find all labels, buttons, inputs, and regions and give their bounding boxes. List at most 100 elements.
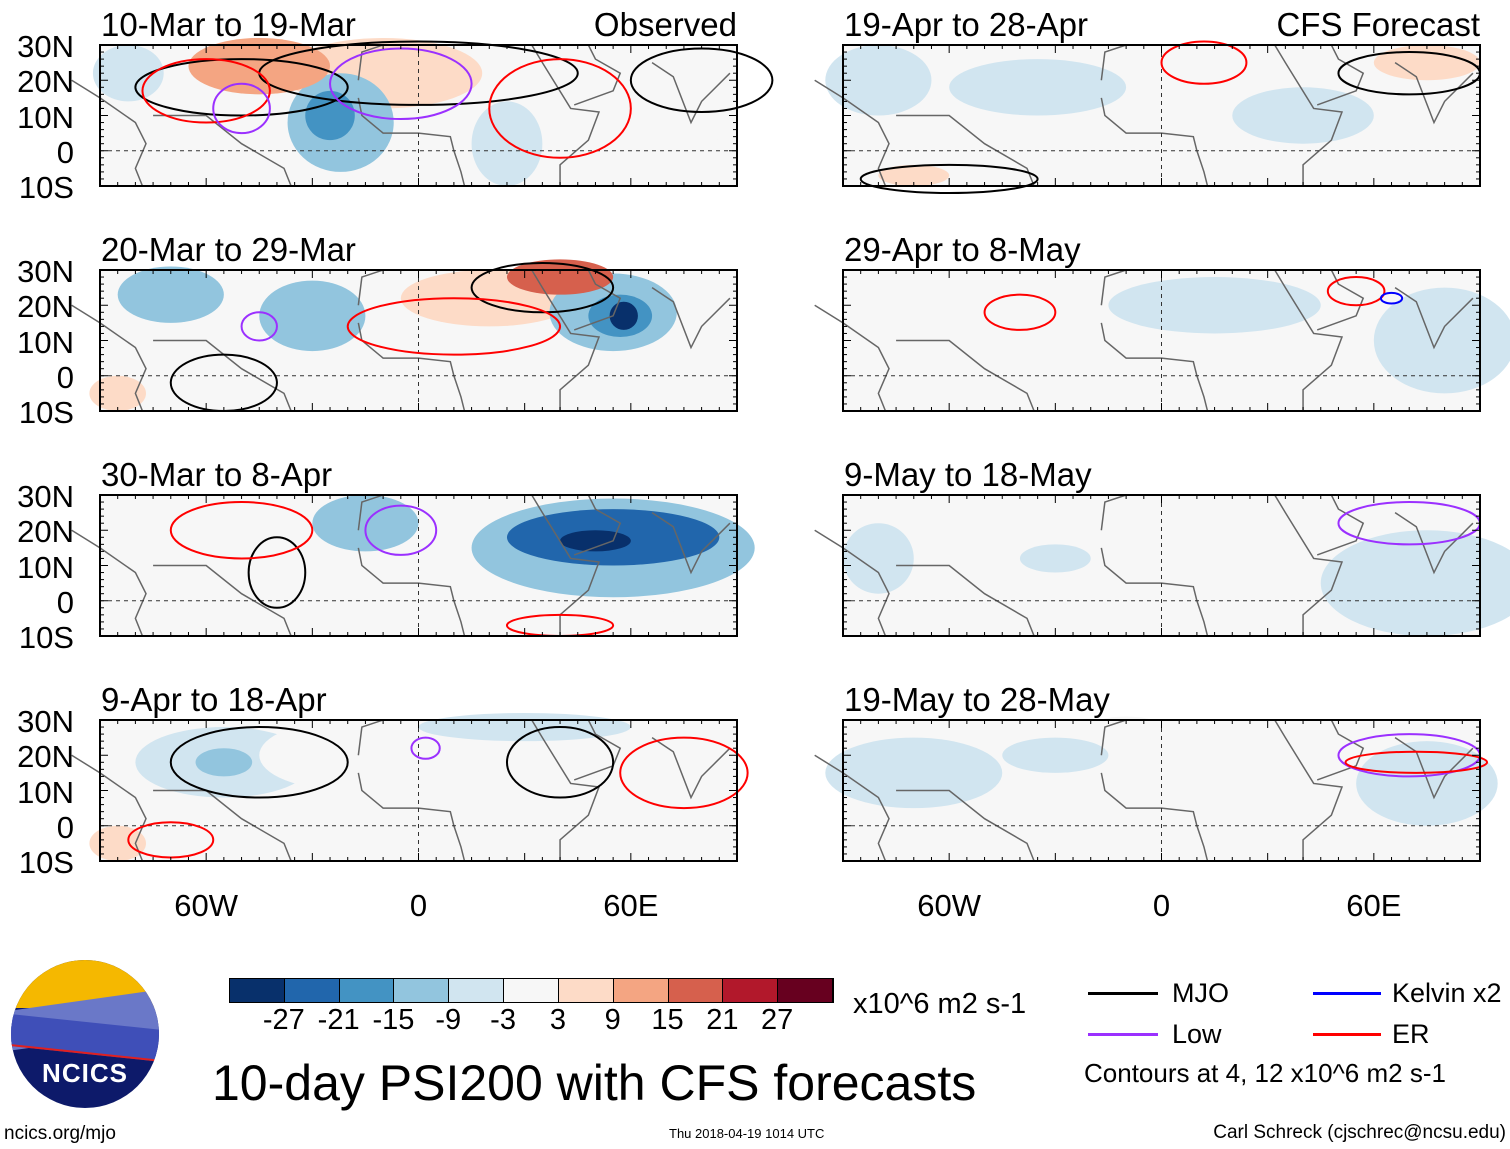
panel-title: 20-Mar to 29-Mar	[101, 231, 356, 268]
coastline	[573, 269, 622, 331]
coastline	[1316, 494, 1365, 556]
er-contour	[1326, 276, 1386, 307]
coastline	[1100, 547, 1209, 637]
er-contour	[983, 293, 1057, 331]
coastline	[651, 287, 731, 350]
colorbar-swatch	[558, 979, 614, 1002]
legend-label-mjo: MJO	[1172, 978, 1229, 1008]
colorbar-tick-label: -3	[490, 1004, 516, 1036]
legend-label-low: Low	[1172, 1019, 1222, 1049]
map-panel	[814, 716, 1498, 862]
contours-note: Contours at 4, 12 x10^6 m2 s-1	[1084, 1058, 1446, 1088]
coastline	[896, 564, 1035, 637]
coastline	[357, 719, 384, 756]
coastline	[814, 754, 890, 862]
mjo-contour	[247, 536, 307, 609]
negative-anomaly	[312, 495, 419, 552]
negative-anomaly	[1356, 741, 1498, 826]
x-tick-label: 60W	[174, 888, 239, 923]
y-tick-label: 0	[56, 809, 74, 845]
colorbar-swatch	[284, 979, 340, 1002]
y-tick-label: 0	[56, 134, 74, 170]
colorbar-tick-label: -15	[372, 1004, 415, 1036]
coastline	[651, 512, 731, 575]
coastline	[153, 564, 292, 637]
map-panel	[71, 37, 774, 187]
x-tick-label: 60E	[603, 888, 659, 923]
y-tick-label: 20N	[17, 739, 74, 775]
coastline	[651, 62, 731, 125]
map-panel	[814, 494, 1510, 637]
coastline	[896, 339, 1035, 412]
map-panel	[814, 269, 1510, 412]
x-tick-label: 0	[409, 888, 428, 923]
negative-anomaly	[1320, 530, 1510, 636]
coastline	[573, 494, 622, 556]
coastline	[1100, 97, 1209, 187]
coastline	[1100, 269, 1127, 306]
mjo-contour	[134, 58, 349, 117]
er-contour	[346, 297, 562, 356]
legend-line-mjo	[1088, 992, 1158, 995]
er-contour	[169, 501, 314, 560]
x-tick-label: 60E	[1346, 888, 1402, 923]
colorbar-tick-label: -21	[317, 1004, 360, 1036]
colorbar-tick-label: 21	[706, 1004, 739, 1036]
coastline	[1100, 44, 1127, 81]
colorbar-swatch	[339, 979, 395, 1002]
ncics-logo: NCICS	[11, 960, 159, 1108]
negative-anomaly	[259, 280, 366, 352]
coastline	[357, 269, 384, 306]
coastline	[573, 44, 622, 106]
coastline	[531, 44, 601, 186]
coastline	[1100, 772, 1209, 862]
positive-anomaly	[1373, 45, 1480, 81]
er-contour	[141, 58, 271, 124]
coastline	[1394, 737, 1474, 800]
footer-author: Carl Schreck (cjschrec@ncsu.edu)	[1213, 1122, 1506, 1143]
coastline	[814, 529, 890, 637]
footer-url[interactable]: ncics.org/mjo	[4, 1123, 116, 1144]
y-tick-label: 10N	[17, 549, 74, 585]
coastline	[896, 789, 1035, 862]
negative-anomaly	[305, 90, 355, 141]
negative-anomaly	[1002, 737, 1109, 773]
panel-title: 19-May to 28-May	[844, 681, 1110, 718]
positive-anomaly	[188, 37, 331, 95]
coastline	[1394, 287, 1474, 350]
low-contour	[212, 82, 271, 135]
legend-line-kelvin	[1313, 992, 1381, 995]
mjo-contour	[859, 163, 1039, 195]
anomaly-fields	[241, 495, 755, 633]
er-contour	[619, 736, 749, 810]
legend-line-er	[1313, 1033, 1381, 1036]
colorbar-swatch	[668, 979, 724, 1002]
panel-title: 9-Apr to 18-Apr	[101, 681, 327, 718]
er-contour	[1160, 40, 1248, 85]
colorbar-units: x10^6 m2 s-1	[853, 988, 1027, 1020]
positive-anomaly	[276, 604, 702, 633]
coastline	[71, 529, 147, 637]
colorbar-tick-label: 3	[549, 1004, 566, 1036]
negative-anomaly	[560, 530, 631, 552]
coastline	[1100, 719, 1127, 756]
legend-label-er: ER	[1392, 1019, 1430, 1049]
map-panel	[814, 40, 1482, 195]
coastline	[357, 97, 466, 187]
positive-anomaly	[878, 164, 950, 186]
legend-label-kelvin: Kelvin x2	[1392, 978, 1502, 1008]
coastline	[1274, 269, 1344, 411]
coastline	[1100, 494, 1127, 531]
low-contour	[364, 504, 438, 556]
coastline	[896, 114, 1035, 187]
colorbar-tick-label: -9	[435, 1004, 462, 1036]
coastline	[357, 44, 384, 81]
y-tick-label: 10S	[18, 845, 74, 880]
colorbar	[229, 978, 834, 1003]
negative-anomaly	[1108, 277, 1321, 334]
colorbar-swatch	[449, 979, 505, 1002]
colorbar-swatch	[723, 979, 779, 1002]
negative-anomaly	[195, 748, 253, 777]
coastline	[814, 79, 890, 187]
